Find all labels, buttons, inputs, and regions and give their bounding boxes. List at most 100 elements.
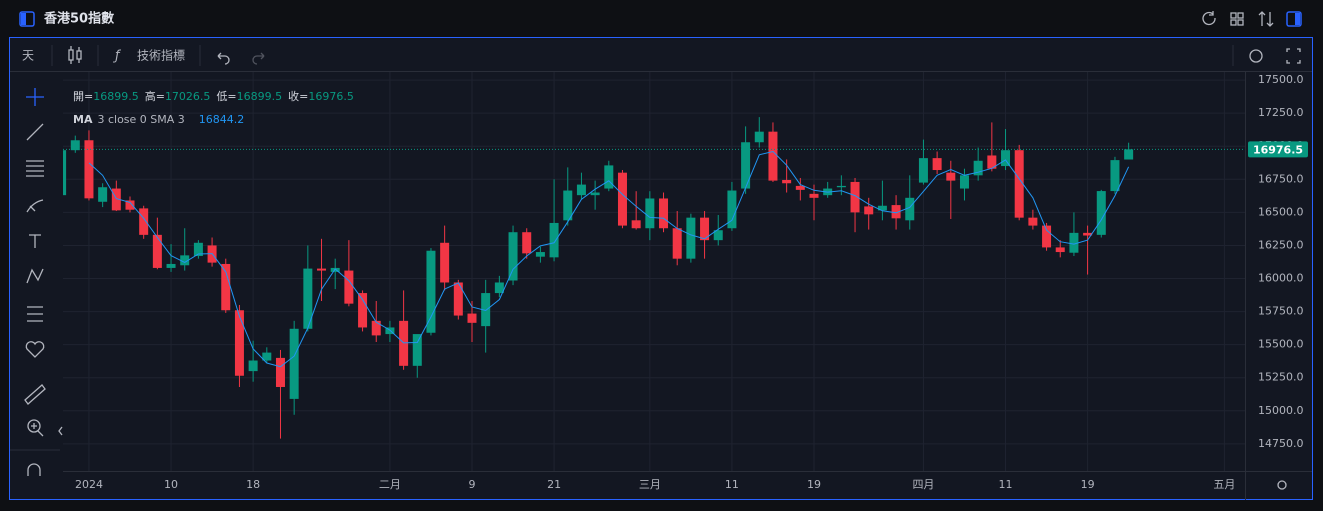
y-tick-label: 17250.0	[1258, 106, 1304, 119]
y-tick-label: 17500.0	[1258, 73, 1304, 86]
candle-body	[754, 131, 764, 143]
y-tick-label: 14750.0	[1258, 437, 1304, 450]
favorites-tool[interactable]	[25, 341, 45, 358]
legend-label: 低=	[216, 90, 236, 103]
candle-body	[234, 310, 244, 376]
candle-body	[508, 232, 518, 281]
candle-body	[262, 352, 272, 361]
ruler-tool[interactable]	[24, 384, 46, 405]
candle-body	[576, 184, 586, 196]
candle-body	[180, 255, 190, 266]
legend-value: 16899.5	[93, 90, 139, 103]
candle-body	[727, 190, 737, 229]
grid-icon[interactable]	[1230, 12, 1244, 26]
interval-button[interactable]: 天	[22, 49, 34, 63]
zoom-tool-plus	[31, 423, 44, 437]
candle-body	[412, 334, 422, 366]
sort-icon[interactable]	[1258, 11, 1274, 27]
fib-tool[interactable]	[26, 160, 44, 177]
candle-body	[193, 242, 203, 257]
panel-icon[interactable]	[19, 11, 35, 27]
candle-body	[358, 293, 368, 328]
candle-body	[98, 187, 108, 202]
candle-body	[317, 268, 327, 271]
candle-body	[713, 230, 723, 241]
brush-tool[interactable]	[26, 199, 44, 213]
candle-body	[344, 270, 354, 304]
sidebar-icon[interactable]	[1286, 11, 1302, 27]
candle-body	[139, 208, 149, 235]
candle-body	[426, 250, 436, 333]
candle-body	[604, 165, 614, 189]
candle-body	[645, 198, 655, 229]
candle-body	[946, 172, 956, 181]
last-price-box	[1248, 141, 1308, 158]
time-axis-settings[interactable]	[1277, 480, 1287, 490]
prediction-tool[interactable]	[27, 306, 43, 322]
candle-body	[1096, 191, 1106, 235]
candle-body	[877, 205, 887, 211]
candle-body	[248, 360, 258, 372]
candle-body	[467, 313, 477, 323]
candle-type-button[interactable]	[68, 46, 82, 64]
settings-button[interactable]	[1249, 49, 1263, 63]
candle-body	[795, 185, 805, 190]
x-tick-label: 三月	[639, 478, 661, 491]
refresh-icon[interactable]	[1202, 11, 1216, 26]
y-tick-label: 15000.0	[1258, 404, 1304, 417]
indicator-icon: ƒ	[112, 49, 122, 64]
redo-button[interactable]	[252, 52, 265, 65]
zoom-tool[interactable]	[27, 419, 41, 433]
x-tick-label: 19	[807, 478, 821, 491]
candle-body	[809, 193, 819, 198]
x-tick-label: 11	[999, 478, 1013, 491]
crosshair-tool[interactable]	[26, 88, 44, 106]
candle-body	[125, 200, 135, 210]
candle-body	[973, 160, 983, 176]
candle-body	[535, 252, 545, 257]
candle-body	[1083, 232, 1093, 236]
candle-body	[303, 268, 313, 329]
candle-body	[1014, 150, 1024, 218]
legend-value: 17026.5	[165, 90, 211, 103]
candle-body	[494, 282, 504, 294]
y-tick-label: 15250.0	[1258, 371, 1304, 384]
x-tick-label: 五月	[1213, 478, 1235, 491]
candle-body	[70, 140, 80, 151]
candle-body	[330, 267, 340, 272]
candle-body	[768, 131, 778, 181]
indicators-button[interactable]: 技術指標	[137, 48, 185, 63]
candle-body	[850, 181, 860, 213]
legend: 開= 16899.5 高= 17026.5 低= 16899.5 收= 16976.5MA 3 …	[73, 89, 354, 126]
candle-body	[289, 328, 299, 399]
ma-name: MA	[73, 113, 93, 126]
undo-button[interactable]	[217, 52, 230, 65]
x-tick-label: 19	[1081, 478, 1095, 491]
x-tick-label: 二月	[379, 478, 401, 491]
candle-body	[959, 175, 969, 189]
magnet-tool[interactable]	[27, 463, 41, 476]
candle-body	[522, 232, 532, 254]
candle-body	[1110, 160, 1120, 192]
y-tick-label: 16250.0	[1258, 238, 1304, 251]
candle-body	[864, 206, 874, 215]
trendline-tool[interactable]	[26, 123, 44, 141]
fullscreen-button[interactable]	[1286, 48, 1301, 64]
candle-body	[275, 357, 285, 387]
candle-body	[905, 197, 915, 221]
candle-body	[453, 282, 463, 316]
text-tool[interactable]	[29, 234, 41, 248]
x-tick-label: 21	[547, 478, 561, 491]
pattern-tool[interactable]	[26, 268, 44, 284]
candle-body	[672, 228, 682, 259]
sidebar-icon-fill	[1295, 13, 1300, 25]
legend-label: 開=	[73, 90, 93, 103]
collapse-toolbar[interactable]	[58, 426, 63, 436]
candle-body	[1042, 225, 1052, 248]
x-tick-label: 10	[164, 478, 178, 491]
legend-value: 16976.5	[308, 90, 354, 103]
last-price-label: 16976.5	[1253, 143, 1303, 156]
candle-body	[481, 293, 491, 327]
